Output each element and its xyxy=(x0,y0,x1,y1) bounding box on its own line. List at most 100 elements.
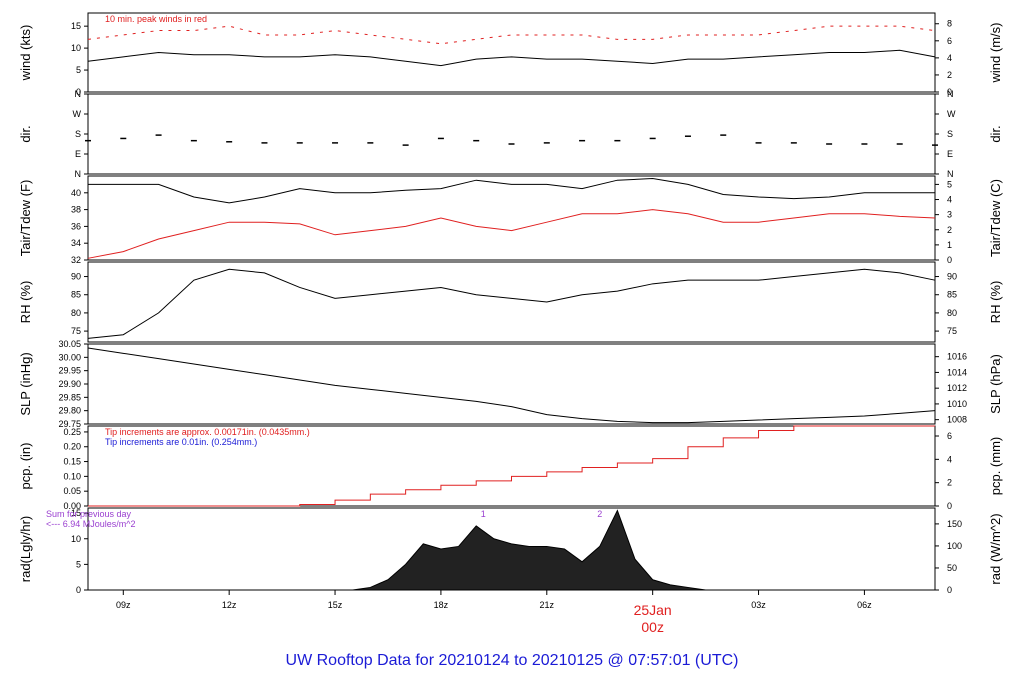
y-right-tick-label: 6 xyxy=(947,431,952,441)
y-right-tick-label: 90 xyxy=(947,272,957,282)
y-right-tick-label: 2 xyxy=(947,478,952,488)
y-tick-label: 29.90 xyxy=(58,379,81,389)
figure-title: UW Rooftop Data for 20210124 to 20210125… xyxy=(286,652,739,669)
y-axis-label: rad(Lgly/hr) xyxy=(18,516,33,582)
y-axis-label: SLP (inHg) xyxy=(18,352,33,415)
panel-frame xyxy=(87,343,936,425)
y-tick-label: 10 xyxy=(71,534,81,544)
y-right-tick-label: 8 xyxy=(947,19,952,29)
x-tick-label: 15z xyxy=(328,600,343,610)
y-right-tick-label: 2 xyxy=(947,225,952,235)
y-tick-label: 29.80 xyxy=(58,406,81,416)
y-axis-label: Tair/Tdew (F) xyxy=(18,180,33,257)
y-right-tick-label: 1014 xyxy=(947,367,967,377)
y-tick-label: 0.05 xyxy=(63,486,81,496)
y-right-tick-label: 100 xyxy=(947,541,962,551)
x-tick-label: 03z xyxy=(751,600,766,610)
series-area xyxy=(352,509,706,591)
y-tick-label: 85 xyxy=(71,290,81,300)
y-tick-label: W xyxy=(73,109,82,119)
y-right-tick-label: 85 xyxy=(947,290,957,300)
x-tick-label: 21z xyxy=(540,600,555,610)
y-tick-label: 30.00 xyxy=(58,352,81,362)
y-right-tick-label: 6 xyxy=(947,36,952,46)
x-tick-label: 06z xyxy=(857,600,872,610)
y-tick-label: 36 xyxy=(71,221,81,231)
y-right-tick-label: 1008 xyxy=(947,415,967,425)
y-right-axis-label: SLP (hPa) xyxy=(988,354,1003,414)
series-line-0 xyxy=(87,49,936,67)
y-right-tick-label: 0 xyxy=(947,87,952,97)
y-right-axis-label: RH (%) xyxy=(988,281,1003,324)
panel-0: 0 5 10 15 0 2 4 6 8 wind (kts) wind (m/s) 10 min. p… xyxy=(18,12,1003,97)
panel-annotation: Tip increments are approx. 0.00171in. (0… xyxy=(105,427,310,437)
day-marker-hour: 00z xyxy=(641,619,664,635)
y-right-tick-label: 0 xyxy=(947,501,952,511)
peak-label: 2 xyxy=(597,509,602,519)
y-right-axis-label: pcp. (mm) xyxy=(988,437,1003,496)
y-tick-label: 80 xyxy=(71,308,81,318)
y-right-tick-label: 4 xyxy=(947,454,952,464)
y-right-tick-label: 1016 xyxy=(947,352,967,362)
panel-annotation: Sum for previous day xyxy=(46,509,132,519)
y-right-tick-label: 2 xyxy=(947,70,952,80)
y-axis-label: RH (%) xyxy=(18,281,33,324)
y-right-tick-label: N xyxy=(947,169,954,179)
y-tick-label: 5 xyxy=(76,65,81,75)
y-tick-label: 5 xyxy=(76,559,81,569)
series-line-0 xyxy=(88,425,935,507)
day-marker-date: 25Jan xyxy=(634,602,672,618)
series-line-1 xyxy=(87,25,936,45)
y-right-tick-label: S xyxy=(947,129,953,139)
panel-frame xyxy=(87,12,936,93)
y-axis-label: wind (kts) xyxy=(18,25,33,82)
y-tick-label: N xyxy=(75,89,82,99)
y-right-tick-label: 0 xyxy=(947,255,952,265)
panel-annotation: Tip increments are 0.01in. (0.254mm.) xyxy=(105,437,257,447)
y-tick-label: 38 xyxy=(71,205,81,215)
series-line-1 xyxy=(87,209,936,259)
y-tick-label: 34 xyxy=(71,238,81,248)
y-tick-label: 40 xyxy=(71,188,81,198)
y-tick-label: E xyxy=(75,149,81,159)
panel-frame xyxy=(87,261,936,343)
y-right-tick-label: 150 xyxy=(947,519,962,529)
y-axis-label: pcp. (in) xyxy=(18,443,33,490)
y-tick-label: 0 xyxy=(76,585,81,595)
panel-frame xyxy=(87,93,936,175)
y-tick-label: 15 xyxy=(71,508,81,518)
y-axis-label: dir. xyxy=(18,125,33,142)
y-right-tick-label: 50 xyxy=(947,563,957,573)
series-line-0 xyxy=(88,178,935,204)
y-right-axis-label: dir. xyxy=(988,125,1003,142)
y-tick-label: 15 xyxy=(71,21,81,31)
panel-frame xyxy=(87,175,936,261)
y-right-tick-label: 3 xyxy=(947,210,952,220)
y-right-axis-label: wind (m/s) xyxy=(988,23,1003,84)
y-right-tick-label: 4 xyxy=(947,53,952,63)
panel-4: 29.75 29.80 29.85 29.90 29.95 30.00 30.05 1008 1… xyxy=(18,339,1003,429)
y-tick-label: 0 xyxy=(76,87,81,97)
panel-5: 0.00 0.05 0.10 0.15 0.20 0.25 0 2 4 6 pcp. (in) pcp… xyxy=(18,425,1003,511)
y-right-tick-label: 5 xyxy=(947,179,952,189)
y-tick-label: 0.10 xyxy=(63,471,81,481)
panel-annotation: <--- 6.94 MJoules/m^2 xyxy=(46,519,136,529)
y-tick-label: 29.85 xyxy=(58,392,81,402)
y-tick-label: 30.05 xyxy=(58,339,81,349)
x-tick-label: 09z xyxy=(116,600,131,610)
y-right-tick-label: 75 xyxy=(947,326,957,336)
y-tick-label: 10 xyxy=(71,43,81,53)
y-right-tick-label: 80 xyxy=(947,308,957,318)
x-tick-label: 12z xyxy=(222,600,237,610)
y-tick-label: S xyxy=(75,129,81,139)
y-right-tick-label: 0 xyxy=(947,585,952,595)
y-tick-label: 0.25 xyxy=(63,427,81,437)
y-right-tick-label: E xyxy=(947,149,953,159)
y-tick-label: 29.95 xyxy=(58,366,81,376)
y-tick-label: 32 xyxy=(71,255,81,265)
y-tick-label: N xyxy=(75,169,82,179)
